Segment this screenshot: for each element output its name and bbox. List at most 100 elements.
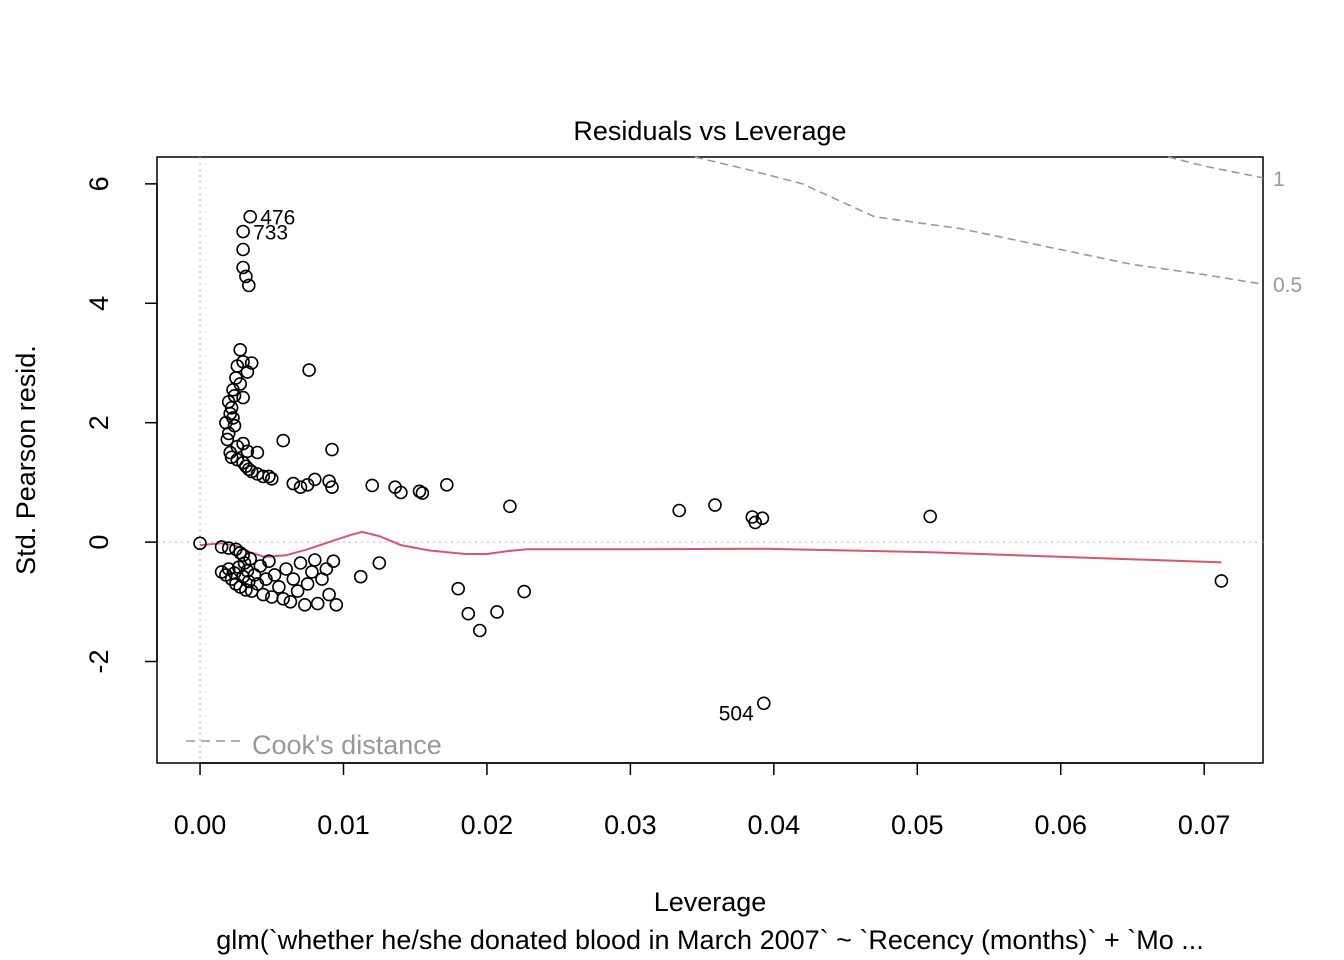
data-point: [490, 605, 504, 619]
data-point: [276, 433, 291, 448]
data-point: [226, 382, 240, 397]
data-point: [286, 572, 301, 586]
x-tick-label: 0.05: [891, 810, 944, 840]
x-tick-label: 0.07: [1178, 810, 1231, 840]
data-point: [239, 269, 253, 284]
data-point: [286, 476, 301, 491]
point-label: 504: [719, 702, 754, 725]
y-tick-label: 0: [84, 535, 114, 550]
data-point: [243, 551, 257, 566]
x-tick-label: 0.02: [461, 810, 514, 840]
data-point: [461, 606, 476, 621]
y-tick-label: 2: [84, 415, 114, 430]
y-axis-label: Std. Pearson resid.: [11, 345, 41, 575]
data-point: [353, 569, 368, 584]
y-tick-label: 4: [84, 296, 114, 311]
data-point: [394, 485, 408, 500]
data-point: [439, 477, 454, 492]
data-point: [264, 471, 279, 486]
data-point: [236, 260, 250, 275]
data-point: [283, 594, 298, 609]
data-point: [365, 478, 380, 493]
x-axis-label: Leverage: [654, 887, 767, 917]
y-tick-label: -2: [84, 649, 114, 673]
data-point: [748, 515, 763, 530]
x-tick-label: 0.01: [317, 810, 370, 840]
data-point: [244, 356, 259, 370]
y-tick-label: 6: [84, 176, 114, 191]
data-point: [240, 365, 255, 379]
chart-subtitle: glm(`whether he/she donated blood in Mar…: [216, 925, 1203, 955]
data-point: [293, 556, 308, 570]
data-point: [319, 562, 334, 576]
data-point: [256, 587, 271, 602]
data-point: [325, 480, 339, 495]
cooks-legend: Cook's distance: [186, 730, 442, 760]
cooks-contour-0.5: [694, 156, 1264, 285]
data-point: [267, 568, 282, 582]
data-point: [307, 472, 322, 487]
data-point: [756, 696, 771, 711]
cooks-contour-1: [1168, 156, 1264, 179]
data-point: [250, 445, 265, 460]
x-tick-label: 0.03: [604, 810, 657, 840]
data-point: [221, 426, 236, 441]
data-point: [279, 562, 293, 576]
data-point: [451, 581, 466, 596]
data-point: [221, 541, 236, 555]
data-point: [233, 342, 247, 357]
data-point: [708, 498, 722, 512]
data-point: [755, 511, 770, 526]
plot-frame: [156, 156, 1264, 764]
data-point: [322, 587, 336, 602]
data-point: [293, 480, 308, 495]
data-point: [307, 553, 322, 567]
data-point: [325, 442, 339, 457]
data-point: [240, 444, 255, 459]
data-point: [214, 540, 229, 554]
data-point: [329, 597, 344, 612]
data-point: [1214, 574, 1229, 588]
cooks-contour-label: 1: [1273, 168, 1285, 191]
data-point: [372, 556, 387, 570]
data-point: [302, 363, 316, 377]
smooth-line: [199, 530, 1222, 564]
data-point: [224, 400, 239, 415]
data-point: [297, 597, 312, 612]
data-point: [193, 536, 207, 551]
x-tick-label: 0.04: [748, 810, 801, 840]
data-point: [262, 554, 276, 569]
data-point: [472, 623, 487, 638]
data-point: [242, 278, 256, 293]
data-point: [412, 484, 427, 499]
cooks-contour-label: 0.5: [1273, 274, 1302, 297]
data-point: [672, 503, 687, 518]
data-point: [236, 224, 250, 239]
data-point: [220, 432, 235, 447]
point-label: 476: [260, 207, 295, 230]
data-point: [259, 572, 273, 586]
data-point: [226, 411, 240, 425]
data-point: [503, 499, 517, 514]
data-point: [326, 554, 341, 569]
data-point: [262, 469, 276, 484]
data-point: [300, 577, 315, 591]
data-point: [276, 591, 291, 606]
data-point: [415, 486, 430, 500]
data-point: [272, 580, 286, 594]
data-point: [290, 584, 305, 598]
data-point: [310, 596, 325, 611]
data-point: [236, 390, 250, 405]
data-point: [256, 469, 271, 484]
data-point: [236, 242, 250, 257]
point-label: 733: [253, 222, 288, 245]
data-point: [243, 209, 257, 224]
data-point: [239, 583, 253, 597]
x-tick-label: 0.06: [1034, 810, 1087, 840]
x-tick-label: 0.00: [174, 810, 227, 840]
cooks-legend-label: Cook's distance: [252, 730, 442, 760]
chart-title: Residuals vs Leverage: [573, 116, 846, 146]
data-point: [236, 548, 250, 563]
data-point: [923, 509, 938, 524]
